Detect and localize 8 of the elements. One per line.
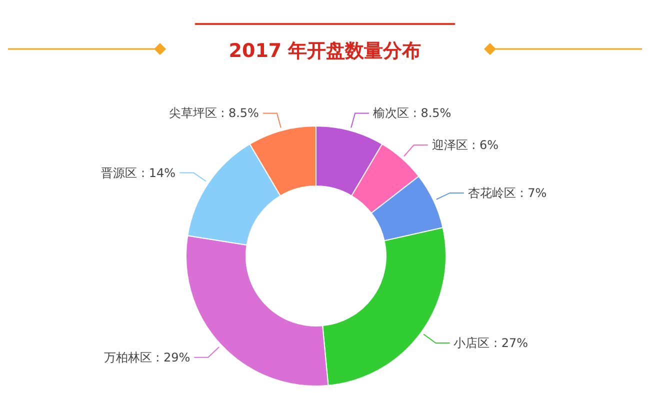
slice-label: 榆次区 : 8.5% [373, 106, 452, 120]
slice-label: 杏花岭区 : 7% [468, 186, 547, 200]
chart-title: 2017 年开盘数量分布 [228, 40, 422, 62]
slice-label: 迎泽区 : 6% [432, 138, 499, 152]
slice-label: 万柏林区 : 29% [104, 350, 190, 364]
slice-label: 小店区 : 27% [454, 336, 528, 350]
slice-label: 晋源区 : 14% [101, 166, 176, 180]
slice-label: 尖草坪区 : 8.5% [168, 106, 259, 120]
